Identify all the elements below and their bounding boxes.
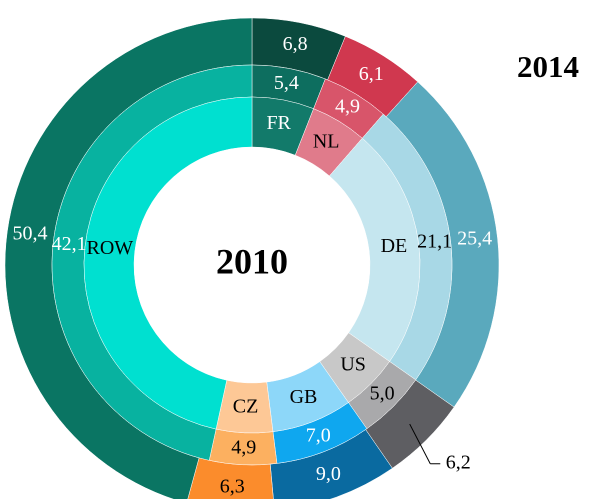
category-label: GB [290, 386, 318, 408]
category-label: FR [266, 112, 291, 134]
category-label: NL [313, 130, 340, 152]
value-label: 6,8 [283, 33, 308, 55]
value-label: 42,1 [52, 233, 87, 255]
value-label: 6,1 [359, 63, 384, 85]
leader-line [409, 423, 431, 464]
value-label: 6,3 [220, 476, 245, 498]
center-label: 2010 [216, 241, 288, 281]
value-label: 25,4 [457, 228, 492, 250]
corner-label: 2014 [517, 49, 579, 84]
value-label: 5,0 [370, 383, 395, 405]
category-segment [83, 96, 253, 430]
value-label: 50,4 [13, 223, 48, 245]
value-label: 6,2 [446, 451, 471, 473]
value-label: 4,9 [231, 436, 256, 458]
category-label: DE [381, 235, 408, 257]
category-label: ROW [86, 237, 133, 259]
value-label: 9,0 [316, 463, 341, 485]
value-label: 21,1 [417, 230, 452, 252]
category-label: CZ [233, 395, 259, 417]
value-label: 7,0 [306, 424, 331, 446]
value-label: 4,9 [335, 95, 360, 117]
value-label: 5,4 [274, 72, 299, 94]
category-label: US [340, 354, 366, 376]
